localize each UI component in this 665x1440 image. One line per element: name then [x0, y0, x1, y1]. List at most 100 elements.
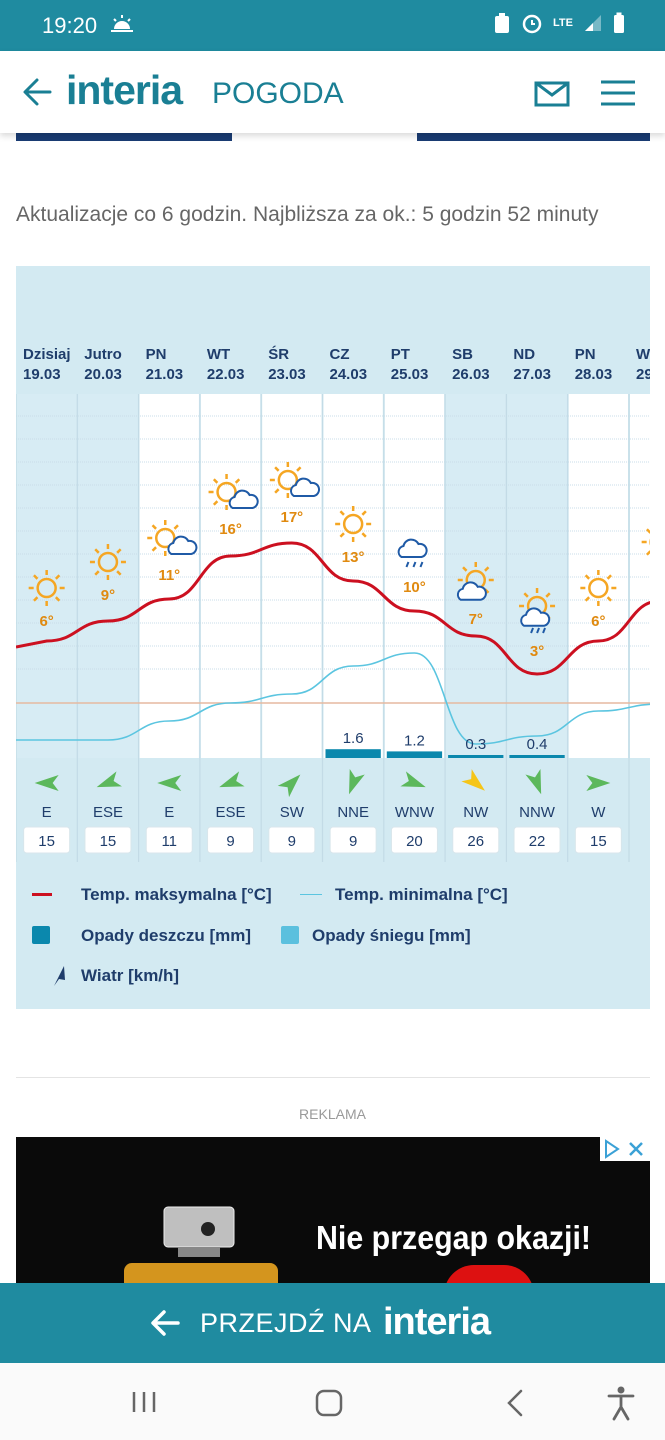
day-date-3: 22.03: [207, 366, 245, 383]
wind-speed-6: 20: [406, 833, 423, 850]
alarm-icon: [522, 14, 542, 34]
day-name-4: ŚR: [268, 345, 289, 363]
wind-speed-7: 26: [467, 833, 484, 850]
weather-icon-6: [397, 538, 428, 568]
max-temp-label-3: 16°: [219, 521, 242, 538]
day-date-8: 27.03: [513, 366, 551, 383]
wind-arrow-1: [96, 771, 122, 788]
legend-snow: Opady śniegu [mm]: [312, 926, 471, 945]
wind-dir-5: NNE: [337, 804, 369, 821]
day-date-9: 28.03: [575, 366, 613, 383]
ad-red-graphic: [444, 1265, 534, 1287]
weather-icon-0: [28, 570, 65, 606]
wind-speed-box-9: [574, 826, 622, 854]
weather-icon-10: [641, 528, 650, 556]
tab-stub-left[interactable]: [16, 133, 232, 141]
legend-rain-swatch: [32, 926, 50, 944]
back-icon[interactable]: [505, 1388, 525, 1418]
forecast-chart: Dzisiaj 19.03 Jutro 20.03 PN 21.03 WT 22.03 ŚR 23…: [16, 266, 650, 1009]
day-date-5: 24.03: [330, 366, 368, 383]
wind-arrow-7: [461, 769, 485, 791]
rain-bar-5: [325, 749, 381, 758]
wind-dir-0: E: [42, 804, 52, 821]
wind-dir-3: ESE: [216, 804, 246, 821]
wind-arrow-4: [277, 774, 301, 798]
logo-interia[interactable]: interia: [66, 67, 183, 113]
wind-arrow-5: [349, 768, 365, 795]
accessibility-icon[interactable]: [606, 1385, 636, 1421]
ad-choices[interactable]: [600, 1137, 650, 1161]
rain-label-6: 1.2: [404, 732, 425, 749]
ad-choices-icon[interactable]: [600, 1137, 650, 1161]
wind-dir-9: W: [591, 804, 606, 821]
legend-rain: Opady deszczu [mm]: [81, 926, 252, 945]
legend-max-swatch: [32, 893, 52, 896]
day-name-1: Jutro: [84, 346, 122, 363]
wind-speed-box-0: [23, 826, 71, 854]
max-temp-label-1: 9°: [101, 587, 115, 604]
tab-stub-right[interactable]: [417, 133, 650, 141]
day-column-8: [507, 394, 567, 758]
perfume-bottle-icon: [124, 1206, 278, 1287]
sunset-icon: [111, 15, 133, 32]
max-temp-label-9: 6°: [591, 613, 605, 630]
home-icon[interactable]: [314, 1388, 344, 1418]
day-name-3: WT: [207, 346, 230, 363]
day-name-9: PN: [575, 346, 596, 363]
network-label: LTE: [553, 17, 573, 29]
day-column-3: [200, 394, 261, 758]
min-temp-line: [16, 652, 650, 745]
max-temp-label-8: 3°: [530, 643, 544, 660]
update-notice: Aktualizacje co 6 godzin. Najbliższa za …: [16, 203, 599, 226]
wind-speed-1: 15: [100, 833, 117, 850]
rain-label-8: 0.4: [527, 736, 548, 753]
wind-speed-box-8: [513, 826, 561, 854]
legend-max-temp: Temp. maksymalna [°C]: [81, 885, 272, 904]
back-arrow-icon: [151, 1310, 180, 1336]
status-bar: 19:20 LTE: [0, 0, 665, 51]
wind-speed-0: 15: [38, 833, 55, 850]
day-date-10: 29: [636, 366, 650, 383]
day-date-7: 26.03: [452, 366, 490, 383]
status-time: 19:20: [42, 13, 98, 38]
rain-bar-8: [509, 755, 565, 758]
weather-icon-8: [519, 588, 556, 634]
weather-icon-7: [456, 562, 494, 601]
ad-banner[interactable]: Nie przegap okazji!: [16, 1137, 650, 1287]
wind-arrow-0: [34, 775, 59, 791]
app-header: interia POGODA: [0, 51, 665, 133]
wind-dir-4: SW: [280, 804, 305, 821]
day-date-0: 19.03: [23, 366, 61, 383]
wind-arrow-icon: [54, 966, 65, 986]
wind-speed-5: 9: [349, 833, 357, 850]
logo-pogoda: POGODA: [212, 77, 344, 110]
day-date-4: 23.03: [268, 366, 306, 383]
wind-dir-2: E: [164, 804, 174, 821]
back-arrow-icon[interactable]: [22, 77, 54, 107]
ad-headline: Nie przegap okazji!: [316, 1219, 591, 1256]
legend-wind: Wiatr [km/h]: [81, 966, 180, 985]
max-temp-label-7: 7°: [469, 611, 483, 628]
day-name-5: CZ: [330, 346, 350, 363]
mail-icon[interactable]: [534, 81, 570, 107]
day-name-2: PN: [146, 346, 167, 363]
day-column-2: [139, 394, 199, 758]
wind-speed-8: 22: [529, 833, 546, 850]
weather-icon-5: [335, 506, 372, 542]
day-name-0: Dzisiaj: [23, 346, 71, 363]
recent-apps-icon[interactable]: [130, 1390, 158, 1414]
rain-bar-6: [386, 751, 443, 758]
go-to-interia-bar[interactable]: PRZEJDŹ NA interia: [0, 1283, 665, 1363]
wind-dir-8: NNW: [519, 804, 556, 821]
hamburger-menu-icon[interactable]: [600, 79, 636, 107]
weather-icon-3: [208, 474, 259, 510]
wind-speed-4: 9: [288, 833, 296, 850]
wind-speed-box-1: [84, 826, 132, 854]
ad-label: REKLAMA: [299, 1106, 366, 1122]
legend-min-temp: Temp. minimalna [°C]: [335, 885, 508, 904]
wind-speed-9: 15: [590, 833, 607, 850]
day-date-6: 25.03: [391, 366, 429, 383]
rain-bar-7: [448, 755, 504, 758]
day-name-10: W: [636, 346, 650, 363]
wind-dir-6: WNW: [395, 804, 435, 821]
